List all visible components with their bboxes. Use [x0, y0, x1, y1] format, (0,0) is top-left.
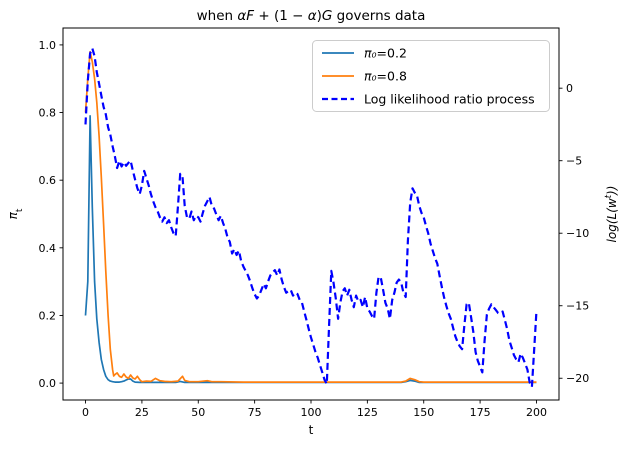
y-right-tick-label: −10 [566, 227, 589, 240]
x-tick-label: 25 [135, 406, 149, 419]
x-tick-label: 175 [470, 406, 491, 419]
y-left-tick-label: 0.4 [39, 242, 57, 255]
x-tick-label: 100 [301, 406, 322, 419]
legend: π₀=0.2 π₀=0.8 Log likelihood ratio proce… [312, 40, 550, 112]
y-left-tick-label: 0.6 [39, 174, 57, 187]
legend-label-pi02: π₀=0.2 [364, 46, 407, 61]
x-tick-label: 75 [248, 406, 262, 419]
y-right-tick-label: −15 [566, 300, 589, 313]
x-tick-label: 150 [413, 406, 434, 419]
y-left-tick-label: 0.2 [39, 309, 57, 322]
y-axis-label-right: log(L(wt)) [604, 186, 619, 243]
legend-label-loglik: Log likelihood ratio process [364, 92, 535, 107]
x-tick-label: 50 [191, 406, 205, 419]
x-tick-label: 200 [526, 406, 547, 419]
plot-area: 0 25 50 75 100 125 150 175 200 0.0 0.2 0.4 0.6 0.8 1.0… [39, 39, 590, 419]
y-right-tick-label: −5 [566, 155, 582, 168]
x-axis-label: t [309, 423, 314, 437]
legend-label-pi08: π₀=0.8 [364, 69, 407, 84]
series-line-0 [84, 115, 537, 384]
chart-title: when αF + (1 − α)G governs data [197, 8, 426, 24]
x-tick-label: 0 [82, 406, 89, 419]
y-right-tick-label: 0 [566, 82, 573, 95]
y-left-tick-label: 1.0 [39, 39, 57, 52]
y-left-tick-label: 0.0 [39, 377, 57, 390]
series-line-2 [84, 47, 538, 388]
y-axis-label-left: πt [6, 208, 25, 219]
x-tick-label: 125 [357, 406, 378, 419]
y-right-tick-label: −20 [566, 372, 589, 385]
legend-box [312, 40, 550, 112]
y-left-tick-label: 0.8 [39, 107, 57, 120]
series-line-1 [84, 50, 537, 383]
